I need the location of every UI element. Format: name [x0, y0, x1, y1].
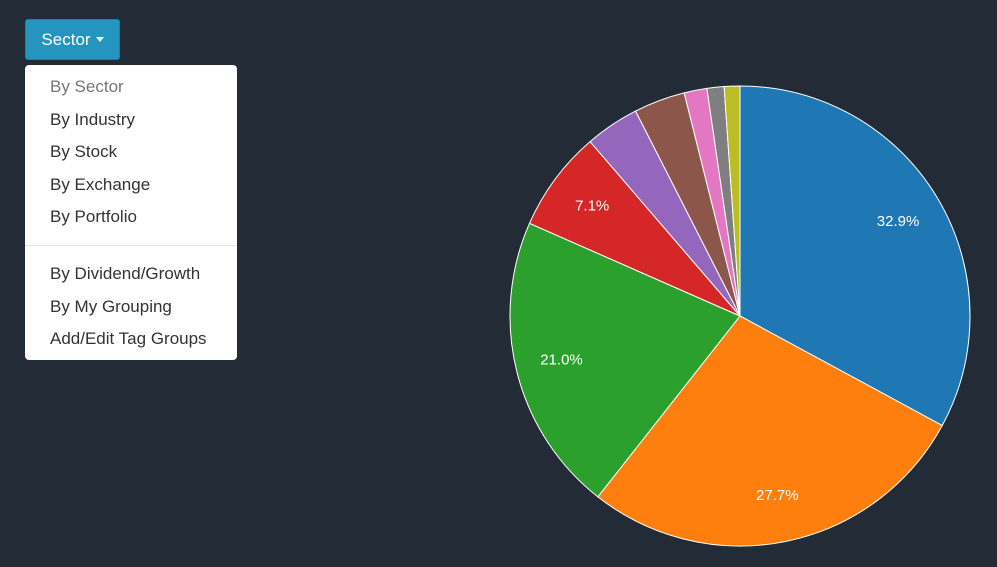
menu-item[interactable]: By Industry — [50, 109, 136, 129]
pie-slice — [597, 315, 943, 547]
slice-label: 21.0% — [540, 352, 583, 369]
menu-item[interactable]: By Stock — [50, 142, 118, 162]
sector-dropdown-button[interactable]: Sector — [25, 19, 120, 60]
pie-slice — [739, 85, 971, 427]
pie-slice — [683, 87, 741, 317]
slice-label: 7.1% — [575, 197, 609, 214]
dropdown-menu: By Sector By Industry By Stock By Exchange B… — [25, 65, 237, 360]
menu-item[interactable]: By Dividend/Growth — [50, 263, 201, 283]
menu-item[interactable]: By Exchange — [50, 174, 151, 194]
pie-slice — [509, 222, 741, 498]
slice-label: 32.9% — [877, 213, 920, 230]
menu-item[interactable]: By Sector — [50, 77, 124, 96]
menu-item[interactable]: Add/Edit Tag Groups — [50, 329, 207, 349]
pie-slice — [723, 85, 741, 317]
button-label: Sector — [41, 29, 91, 49]
menu-item[interactable]: By Portfolio — [50, 207, 137, 227]
pie-slice — [706, 86, 741, 317]
pie-slice — [634, 92, 741, 317]
slice-label: 27.7% — [756, 487, 799, 504]
pie-slice — [528, 140, 741, 317]
menu-item[interactable]: By My Grouping — [50, 296, 172, 316]
divider — [25, 244, 237, 246]
caret — [95, 37, 104, 42]
pie-slice — [589, 110, 741, 317]
